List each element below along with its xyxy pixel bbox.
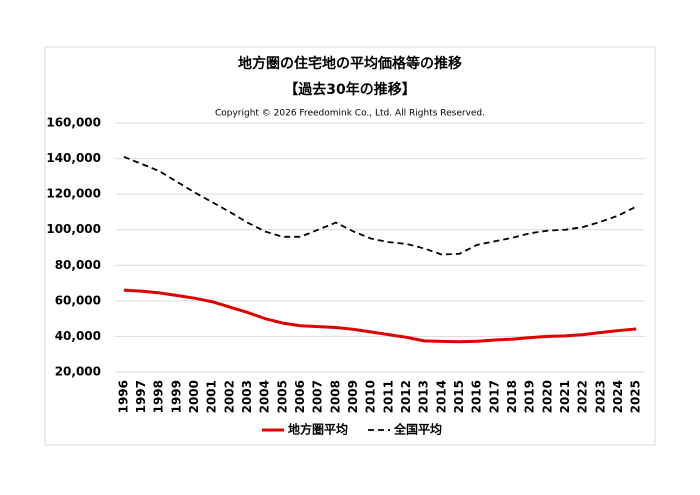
x-tick-label: 2021 xyxy=(558,380,572,413)
x-tick-label: 2013 xyxy=(417,380,431,413)
y-tick-label: 60,000 xyxy=(55,293,101,307)
x-tick-label: 2025 xyxy=(629,380,643,413)
x-tick-label: 2009 xyxy=(346,380,360,413)
x-tick-label: 2003 xyxy=(240,380,254,413)
x-tick-label: 1999 xyxy=(169,380,183,413)
y-tick-label: 100,000 xyxy=(46,222,101,236)
y-tick-label: 120,000 xyxy=(46,187,101,201)
x-tick-label: 2020 xyxy=(540,380,554,413)
y-tick-label: 20,000 xyxy=(55,365,101,379)
x-tick-label: 2006 xyxy=(293,380,307,413)
x-tick-label: 1997 xyxy=(134,380,148,413)
chart-frame xyxy=(44,46,656,446)
x-tick-label: 2016 xyxy=(470,380,484,413)
x-tick-label: 2005 xyxy=(275,380,289,413)
chart-title: 地方圏の住宅地の平均価格等の推移 xyxy=(238,55,462,72)
y-tick-label: 160,000 xyxy=(46,116,101,130)
x-tick-label: 2004 xyxy=(258,380,272,413)
y-tick-label: 40,000 xyxy=(55,329,101,343)
copyright: Copyright © 2026 Freedomink Co., Ltd. Al… xyxy=(215,109,485,119)
x-tick-label: 2002 xyxy=(222,380,236,413)
data-line xyxy=(123,288,637,344)
x-tick-label: 2007 xyxy=(311,380,325,413)
x-tick-label: 2015 xyxy=(452,380,466,413)
x-tick-label: 2010 xyxy=(364,380,378,413)
x-tick-label: 2023 xyxy=(593,380,607,413)
x-tick-label: 2024 xyxy=(611,380,625,413)
x-tick-label: 1996 xyxy=(116,380,130,413)
x-tick-label: 2012 xyxy=(399,380,413,413)
legend-label: 地方圏平均 xyxy=(288,422,348,437)
x-tick-label: 2008 xyxy=(328,380,342,413)
legend-label: 全国平均 xyxy=(393,422,442,437)
y-tick-label: 80,000 xyxy=(55,258,101,272)
x-tick-label: 2017 xyxy=(487,380,501,413)
x-tick-label: 2019 xyxy=(523,380,537,413)
x-tick-label: 2001 xyxy=(205,380,219,413)
data-line xyxy=(123,155,637,256)
x-tick-label: 2014 xyxy=(434,380,448,413)
x-tick-label: 1998 xyxy=(152,380,166,413)
x-tick-label: 2000 xyxy=(187,380,201,413)
x-tick-label: 2011 xyxy=(381,380,395,413)
x-tick-label: 2022 xyxy=(576,380,590,413)
x-tick-label: 2018 xyxy=(505,380,519,413)
y-tick-label: 140,000 xyxy=(46,151,101,165)
chart-subtitle: 【過去30年の推移】 xyxy=(284,81,415,98)
